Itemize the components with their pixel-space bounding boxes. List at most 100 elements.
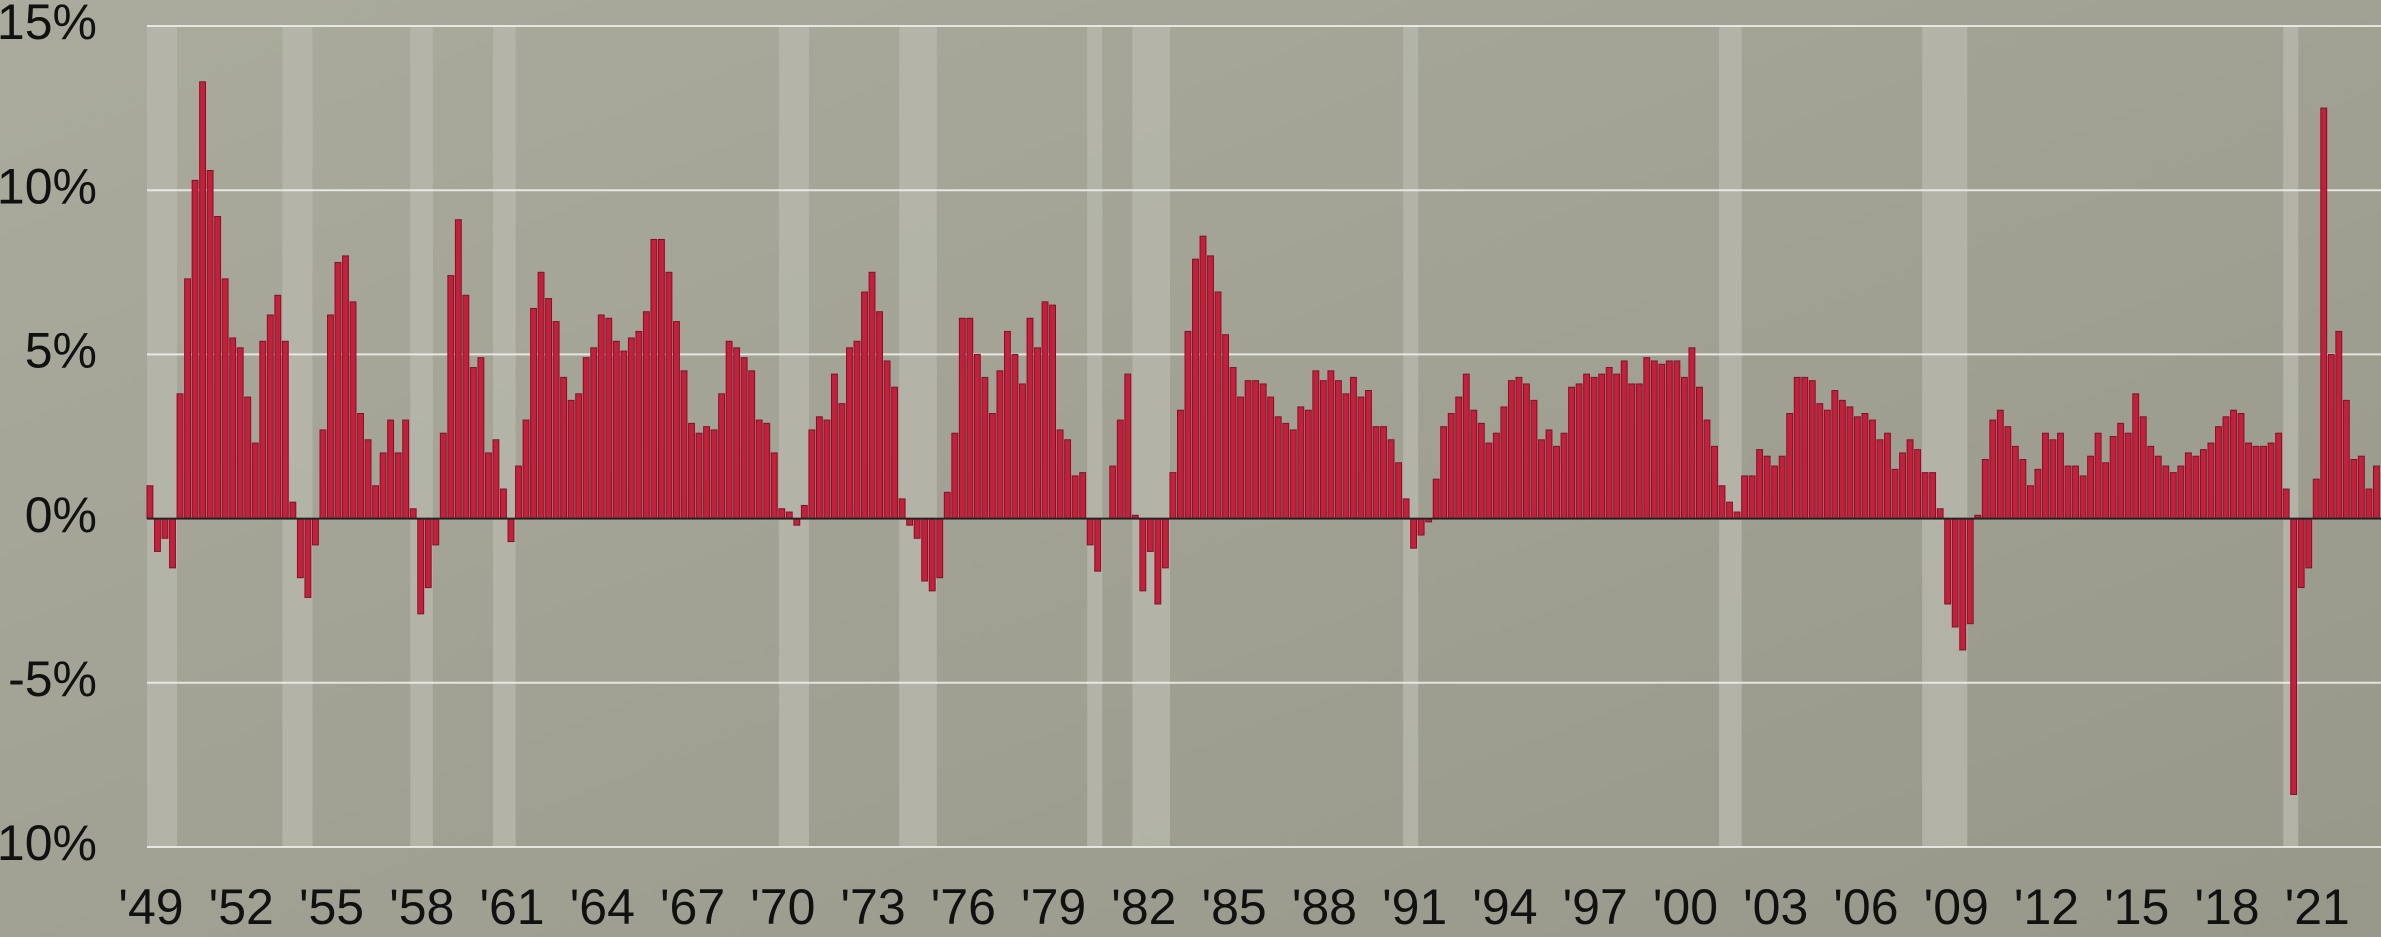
bar <box>1853 416 1861 520</box>
bar <box>1003 330 1011 520</box>
bar <box>1771 465 1779 520</box>
bar <box>1899 452 1906 520</box>
bar <box>342 255 349 520</box>
bar <box>1530 399 1538 520</box>
bar <box>838 403 846 520</box>
bar <box>1643 357 1651 520</box>
bar <box>1485 442 1493 520</box>
bar <box>311 518 319 546</box>
bar <box>2230 409 2237 520</box>
bar <box>1823 409 1831 520</box>
y-tick-label: 0% <box>25 487 97 543</box>
bar <box>1124 373 1132 520</box>
bar <box>537 271 545 520</box>
bar <box>432 518 440 546</box>
bar <box>2252 445 2260 520</box>
recession-bands <box>147 26 2299 847</box>
bar <box>515 465 522 520</box>
bar <box>2260 445 2268 520</box>
bar <box>1989 419 1997 520</box>
bar <box>2267 442 2275 520</box>
bar <box>612 340 620 520</box>
recession-band <box>899 26 937 847</box>
bar <box>2207 442 2215 520</box>
bar <box>567 399 575 520</box>
bar <box>2079 475 2087 520</box>
bar <box>424 518 432 589</box>
bar <box>560 376 568 520</box>
bar <box>1726 501 1733 520</box>
bar <box>861 291 868 520</box>
bar <box>146 485 154 520</box>
bar <box>1981 458 1989 520</box>
bar <box>635 330 643 520</box>
bar <box>1357 396 1365 520</box>
bar <box>1161 518 1169 569</box>
x-tick-label: '52 <box>209 879 274 935</box>
bar <box>2222 416 2230 520</box>
bar <box>530 307 537 520</box>
bar <box>1387 439 1395 520</box>
bar <box>244 396 252 520</box>
bar <box>221 278 229 520</box>
bar <box>582 357 590 520</box>
y-tick-label: 15% <box>0 0 97 50</box>
bar <box>770 452 778 520</box>
bar <box>1996 409 2004 520</box>
bar <box>755 419 763 520</box>
bar <box>1523 383 1530 520</box>
x-tick-label: '00 <box>1653 879 1718 935</box>
bar <box>1327 370 1335 520</box>
bar <box>1492 432 1500 520</box>
y-tick-label: 5% <box>25 323 97 379</box>
bar <box>2042 432 2049 520</box>
bar <box>718 393 726 520</box>
bar <box>1222 334 1229 520</box>
bar <box>778 508 786 520</box>
bar <box>1763 455 1771 520</box>
x-tick-label: '03 <box>1743 879 1808 935</box>
bar <box>2350 458 2358 520</box>
bar <box>1086 518 1094 546</box>
bar <box>2117 422 2125 520</box>
bar <box>1688 347 1696 520</box>
bar <box>1748 475 1756 520</box>
bar <box>1613 373 1621 520</box>
bar <box>154 518 161 552</box>
bar <box>1462 373 1470 520</box>
bar <box>334 261 342 520</box>
bar <box>477 357 485 520</box>
bar <box>673 321 680 520</box>
bar <box>1259 383 1267 520</box>
bar <box>2109 436 2117 520</box>
bar <box>447 275 455 520</box>
bar <box>1477 422 1485 520</box>
bar <box>1680 376 1688 520</box>
bar <box>2026 485 2034 520</box>
bar <box>2342 399 2350 520</box>
bar <box>1838 399 1846 520</box>
bar <box>462 294 470 520</box>
bar <box>710 429 718 520</box>
x-tick-label: '64 <box>570 879 635 935</box>
bar <box>733 347 741 520</box>
bar <box>2192 455 2200 520</box>
bar <box>642 311 650 520</box>
bar <box>1628 383 1636 520</box>
bar <box>229 337 237 520</box>
x-tick-label: '88 <box>1292 879 1357 935</box>
recession-band <box>147 26 178 847</box>
bar <box>2132 393 2140 520</box>
bar <box>1846 406 1854 520</box>
bar <box>454 219 462 520</box>
bar <box>2199 449 2207 520</box>
bar <box>1071 475 1079 520</box>
bar <box>1297 406 1305 520</box>
bar <box>191 179 199 520</box>
bar <box>1289 429 1297 520</box>
bars <box>146 81 2381 795</box>
x-tick-label: '70 <box>750 879 815 935</box>
bar <box>1334 380 1342 520</box>
